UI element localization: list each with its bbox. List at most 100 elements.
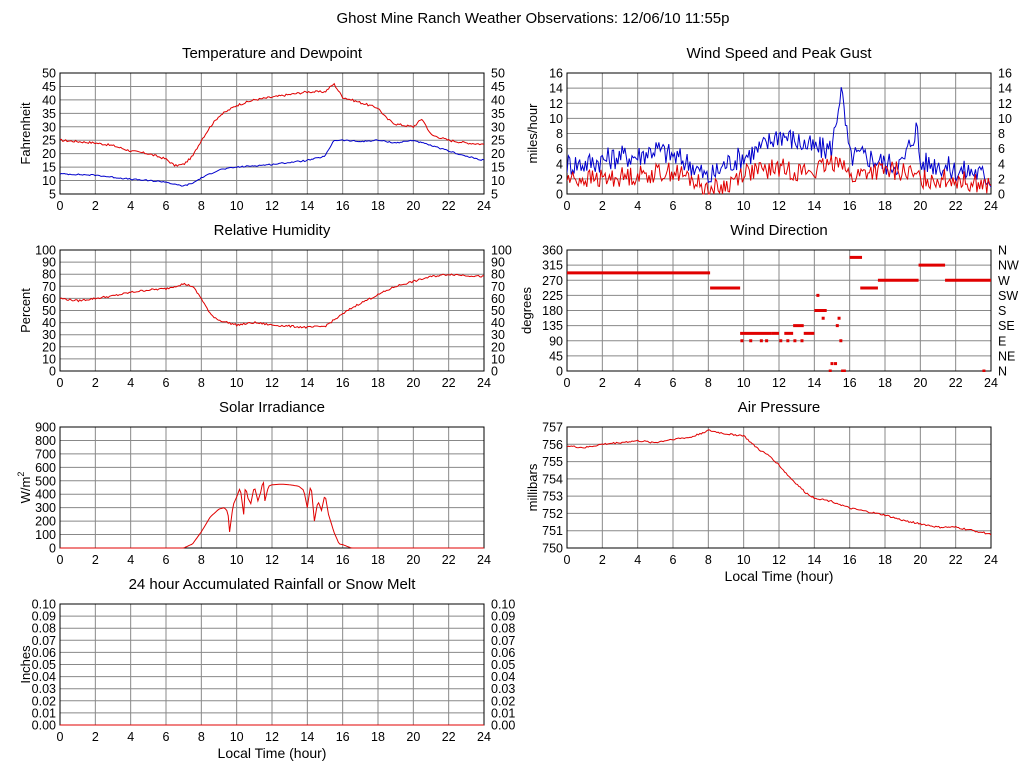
x-tick-label: 20 — [406, 730, 420, 744]
direction-point — [765, 339, 769, 343]
x-tick-label: 8 — [198, 199, 205, 213]
y-tick-label: 0 — [49, 365, 56, 379]
x-tick-label: 16 — [843, 199, 857, 213]
y-tick-label: 70 — [42, 280, 56, 294]
right-tick-label: 35 — [491, 107, 505, 121]
right-tick-label: 0.01 — [491, 706, 515, 720]
x-tick-label: 16 — [843, 553, 857, 567]
x-tick-label: 14 — [300, 730, 314, 744]
right-tick-label: NE — [998, 349, 1015, 363]
chart-title: Solar Irradiance — [219, 399, 325, 416]
direction-point — [834, 362, 838, 366]
x-tick-label: 10 — [230, 376, 244, 390]
direction-point — [821, 316, 825, 320]
x-tick-label: 2 — [92, 730, 99, 744]
y-tick-label: 0.08 — [32, 622, 56, 636]
x-tick-label: 24 — [477, 376, 491, 390]
direction-point — [837, 316, 841, 320]
direction-point — [759, 339, 763, 343]
plot-frame — [566, 249, 992, 372]
x-tick-label: 8 — [198, 730, 205, 744]
plot-frame — [59, 249, 485, 372]
y-tick-label: 754 — [542, 472, 563, 486]
y-tick-label: 45 — [42, 80, 56, 94]
x-tick-label: 4 — [127, 553, 134, 567]
y-tick-label: 10 — [42, 174, 56, 188]
y-tick-label: 700 — [35, 447, 56, 461]
x-tick-label: 4 — [634, 199, 641, 213]
x-tick-label: 4 — [634, 376, 641, 390]
y-tick-label: 180 — [542, 304, 563, 318]
y-tick-label: 8 — [556, 127, 563, 141]
y-tick-label: 0.01 — [32, 706, 56, 720]
y-tick-label: 60 — [42, 292, 56, 306]
y-tick-label: 16 — [549, 67, 563, 81]
y-tick-label: 750 — [542, 542, 563, 556]
chart-title: Wind Speed and Peak Gust — [686, 45, 872, 62]
plot-area — [60, 480, 484, 549]
x-tick-label: 22 — [442, 553, 456, 567]
x-tick-label: 24 — [984, 553, 998, 567]
y-tick-label: 755 — [542, 455, 563, 469]
right-tick-label: 12 — [998, 97, 1012, 111]
x-tick-label: 18 — [371, 730, 385, 744]
y-tick-label: 0.02 — [32, 694, 56, 708]
y-tick-label: 40 — [42, 316, 56, 330]
right-tick-label: 40 — [491, 93, 505, 107]
x-tick-label: 4 — [127, 730, 134, 744]
x-tick-label: 10 — [230, 730, 244, 744]
direction-point — [830, 362, 834, 366]
x-tick-label: 0 — [57, 730, 64, 744]
y-tick-label: 0 — [556, 188, 563, 202]
x-tick-label: 6 — [163, 376, 170, 390]
x-tick-label: 2 — [599, 376, 606, 390]
y-tick-label: 0.04 — [32, 670, 56, 684]
y-axis-label: Inches — [18, 645, 33, 684]
y-tick-label: 50 — [42, 67, 56, 81]
x-tick-label: 24 — [984, 199, 998, 213]
x-tick-label: 18 — [371, 199, 385, 213]
y-tick-label: 200 — [35, 515, 56, 529]
right-tick-label: 90 — [491, 256, 505, 270]
plot-area — [567, 429, 991, 536]
x-tick-label: 16 — [843, 376, 857, 390]
x-tick-label: 0 — [564, 553, 571, 567]
right-tick-label: 5 — [491, 188, 498, 202]
x-tick-label: 0 — [57, 376, 64, 390]
x-axis-label: Local Time (hour) — [725, 568, 834, 584]
right-tick-label: 0.05 — [491, 658, 515, 672]
chart-rain: 24 hour Accumulated Rainfall or Snow Mel… — [18, 576, 515, 761]
right-tick-label: 0.07 — [491, 634, 515, 648]
x-tick-label: 14 — [300, 553, 314, 567]
x-tick-label: 8 — [705, 199, 712, 213]
x-tick-label: 18 — [878, 553, 892, 567]
right-tick-label: 6 — [998, 142, 1005, 156]
chart-title: 24 hour Accumulated Rainfall or Snow Mel… — [129, 576, 417, 593]
x-tick-label: 10 — [737, 553, 751, 567]
plot-frame — [59, 72, 485, 195]
right-tick-label: 0.02 — [491, 694, 515, 708]
y-tick-label: 2 — [556, 172, 563, 186]
right-tick-label: 40 — [491, 316, 505, 330]
series-line-red — [60, 82, 484, 167]
y-tick-label: 315 — [542, 259, 563, 273]
x-tick-label: 20 — [913, 376, 927, 390]
direction-point — [835, 324, 839, 328]
series-line-red — [60, 273, 484, 329]
x-tick-label: 6 — [670, 553, 677, 567]
x-tick-label: 24 — [477, 553, 491, 567]
y-tick-label: 360 — [542, 244, 563, 258]
x-tick-label: 4 — [127, 199, 134, 213]
x-tick-label: 24 — [477, 199, 491, 213]
plot-area — [60, 82, 484, 187]
x-tick-label: 12 — [265, 553, 279, 567]
plot-area — [60, 273, 484, 329]
y-tick-label: 15 — [42, 161, 56, 175]
y-tick-label: 20 — [42, 340, 56, 354]
x-tick-label: 16 — [336, 730, 350, 744]
direction-point — [841, 369, 845, 372]
x-tick-label: 2 — [92, 553, 99, 567]
